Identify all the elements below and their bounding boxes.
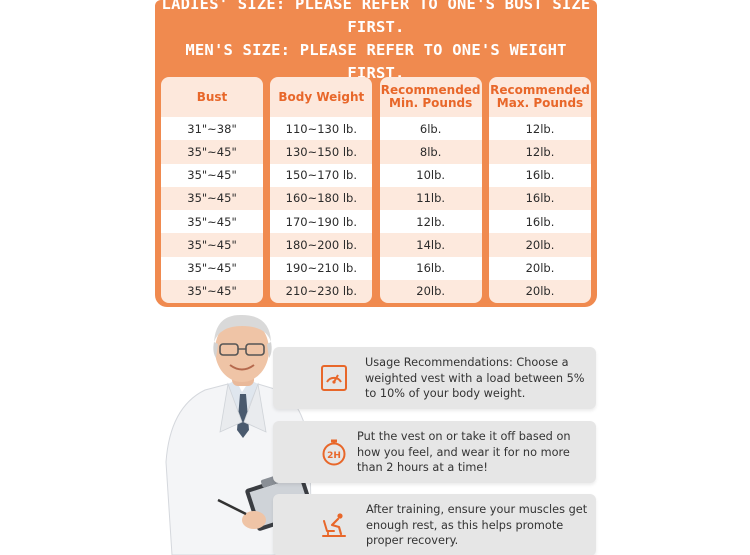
column-header-max-pounds: Recommended Max. Pounds (488, 77, 591, 117)
column-header-min-pounds: Recommended Min. Pounds (379, 77, 482, 117)
tip-text: Put the vest on or take it off based on … (357, 430, 571, 474)
table-cell: 170~190 lb. (270, 210, 373, 234)
size-guide-banner: LADIES' SIZE: PLEASE REFER TO ONE'S BUST… (155, 0, 597, 82)
table-cell: 12lb. (379, 210, 482, 234)
table-cell: 14lb. (379, 233, 482, 257)
table-cell: 35"~45" (161, 256, 263, 280)
table-cell: 16lb. (488, 186, 591, 210)
tip-text: Usage Recommendations: Choose a weighted… (365, 356, 585, 400)
usage-tip-card: 2H Put the vest on or take it off based … (273, 421, 596, 483)
table-cell: 31"~38" (161, 117, 263, 141)
table-cell: 6lb. (379, 117, 482, 141)
table-cell: 20lb. (379, 279, 482, 303)
table-cell: 20lb. (488, 233, 591, 257)
table-cell: 10lb. (379, 163, 482, 187)
table-cell: 110~130 lb. (270, 117, 373, 141)
table-cell: 210~230 lb. (270, 279, 373, 303)
table-column-max-pounds: Recommended Max. Pounds 12lb. 12lb. 16lb… (488, 77, 591, 303)
table-cell: 180~200 lb. (270, 233, 373, 257)
size-table: Bust 31"~38" 35"~45" 35"~45" 35"~45" 35"… (161, 77, 591, 303)
stopwatch-2h-icon: 2H (322, 439, 346, 466)
table-column-min-pounds: Recommended Min. Pounds 6lb. 8lb. 10lb. … (379, 77, 482, 303)
table-cell: 35"~45" (161, 163, 263, 187)
table-cell: 12lb. (488, 140, 591, 164)
table-column-body-weight: Body Weight 110~130 lb. 130~150 lb. 150~… (270, 77, 373, 303)
table-column-bust: Bust 31"~38" 35"~45" 35"~45" 35"~45" 35"… (161, 77, 263, 303)
table-cell: 35"~45" (161, 140, 263, 164)
column-header-bust: Bust (161, 77, 263, 117)
table-cell: 20lb. (488, 279, 591, 303)
table-cell: 16lb. (379, 256, 482, 280)
table-cell: 16lb. (488, 163, 591, 187)
table-cell: 35"~45" (161, 210, 263, 234)
usage-tip-card: After training, ensure your muscles get … (273, 494, 596, 555)
table-cell: 190~210 lb. (270, 256, 373, 280)
table-cell: 11lb. (379, 186, 482, 210)
table-cell: 150~170 lb. (270, 163, 373, 187)
stopwatch-label: 2H (327, 451, 341, 461)
table-cell: 160~180 lb. (270, 186, 373, 210)
table-cell: 8lb. (379, 140, 482, 164)
gauge-icon (321, 365, 347, 391)
tip-text: After training, ensure your muscles get … (366, 503, 588, 547)
column-header-body-weight: Body Weight (270, 77, 373, 117)
table-cell: 35"~45" (161, 186, 263, 210)
resting-person-icon (322, 513, 346, 537)
table-cell: 12lb. (488, 117, 591, 141)
table-cell: 35"~45" (161, 279, 263, 303)
table-cell: 20lb. (488, 256, 591, 280)
usage-tip-card: Usage Recommendations: Choose a weighted… (273, 347, 596, 409)
banner-line-ladies: LADIES' SIZE: PLEASE REFER TO ONE'S BUST… (161, 0, 591, 36)
table-cell: 35"~45" (161, 233, 263, 257)
table-cell: 16lb. (488, 210, 591, 234)
table-cell: 130~150 lb. (270, 140, 373, 164)
